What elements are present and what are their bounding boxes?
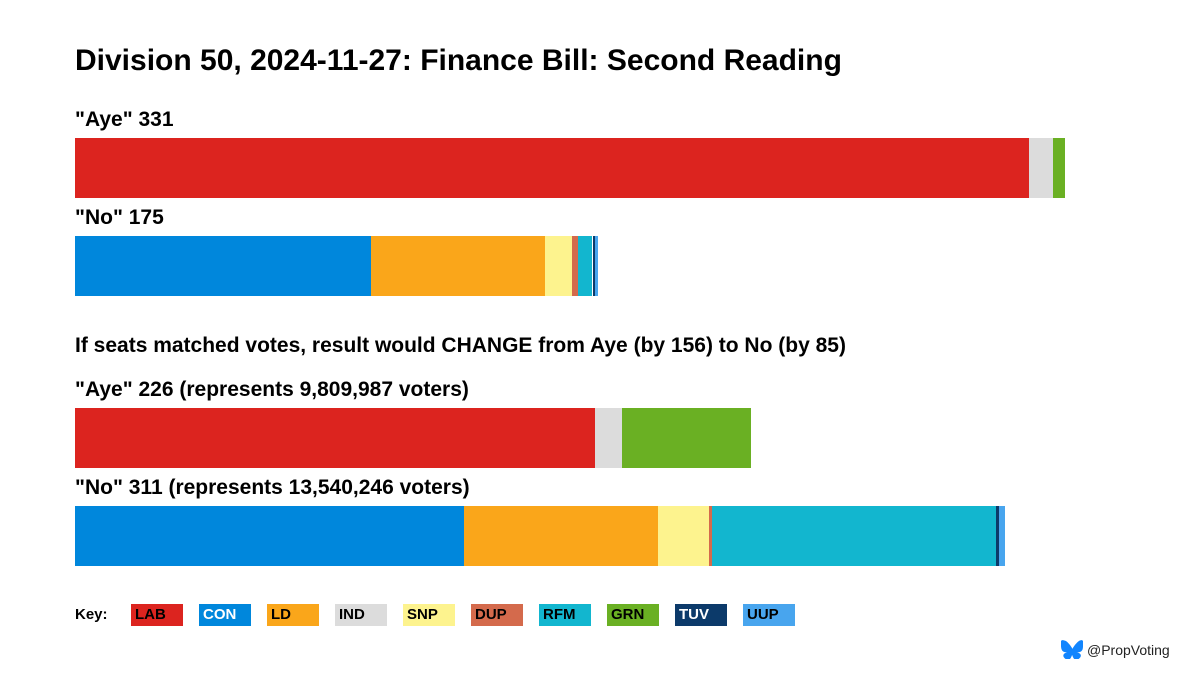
bar-segment-rfm bbox=[712, 506, 997, 566]
bar-segment-tuv bbox=[996, 506, 1000, 566]
key-item-rfm: RFM bbox=[539, 604, 591, 626]
bar-segment-snp bbox=[658, 506, 710, 566]
bar-segment-dup bbox=[571, 236, 578, 296]
actual-aye-label: "Aye" 331 bbox=[75, 108, 174, 131]
bar-segment-dup bbox=[709, 506, 713, 566]
credit: @PropVoting bbox=[1061, 640, 1170, 659]
bar-segment-grn bbox=[622, 408, 752, 468]
key-item-uup: UUP bbox=[743, 604, 795, 626]
bar-segment-con bbox=[75, 236, 372, 296]
key-item-con: CON bbox=[199, 604, 251, 626]
proportional-no-label: "No" 311 (represents 13,540,246 voters) bbox=[75, 476, 470, 499]
key-item-ld: LD bbox=[267, 604, 319, 626]
bar-segment-grn bbox=[1053, 138, 1066, 198]
key-item-lab: LAB bbox=[131, 604, 183, 626]
bar-segment-rfm bbox=[577, 236, 593, 296]
bar-segment-uup bbox=[999, 506, 1006, 566]
actual-no-label: "No" 175 bbox=[75, 206, 164, 229]
bar-segment-ld bbox=[371, 236, 545, 296]
chart-title: Division 50, 2024-11-27: Finance Bill: S… bbox=[75, 44, 842, 77]
proportional-headline: If seats matched votes, result would CHA… bbox=[75, 334, 846, 357]
butterfly-icon bbox=[1061, 640, 1083, 659]
bar-segment-ind bbox=[595, 408, 623, 468]
key-item-snp: SNP bbox=[403, 604, 455, 626]
proportional-aye-label: "Aye" 226 (represents 9,809,987 voters) bbox=[75, 378, 469, 401]
key-item-grn: GRN bbox=[607, 604, 659, 626]
bar-segment-ind bbox=[1029, 138, 1054, 198]
bar-segment-con bbox=[75, 506, 464, 566]
key-item-dup: DUP bbox=[471, 604, 523, 626]
bar-segment-snp bbox=[544, 236, 572, 296]
bar-segment-ld bbox=[463, 506, 659, 566]
key-title: Key: bbox=[75, 606, 108, 623]
key-item-ind: IND bbox=[335, 604, 387, 626]
bar-segment-tuv bbox=[592, 236, 596, 296]
bar-segment-uup bbox=[595, 236, 599, 296]
key-item-tuv: TUV bbox=[675, 604, 727, 626]
bar-segment-lab bbox=[75, 138, 1030, 198]
credit-handle: @PropVoting bbox=[1087, 641, 1170, 658]
bar-segment-lab bbox=[75, 408, 596, 468]
